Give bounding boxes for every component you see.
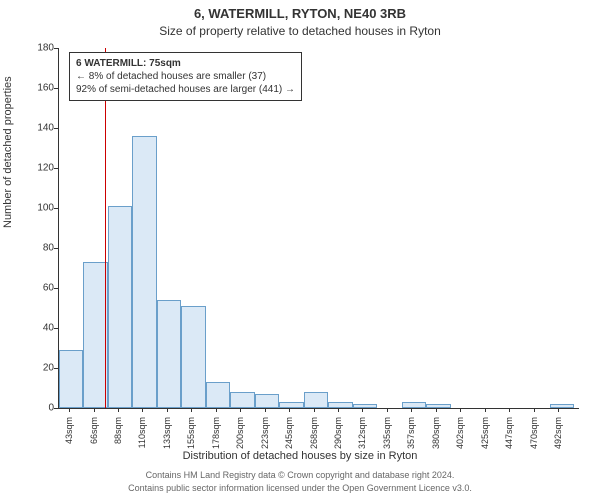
y-tick-label: 100 [37,203,54,214]
chart-title-sub: Size of property relative to detached ho… [0,24,600,38]
histogram-bar [353,404,377,408]
histogram-bar [426,404,451,408]
y-tick-label: 160 [37,83,54,94]
histogram-bar [108,206,132,408]
x-axis-label: Distribution of detached houses by size … [0,450,600,462]
y-tick-label: 0 [48,403,54,414]
histogram-bar [230,392,255,408]
y-tick-label: 140 [37,123,54,134]
histogram-bar [255,394,279,408]
y-tick-label: 40 [43,323,54,334]
annotation-box: 6 WATERMILL: 75sqm ← 8% of detached hous… [69,52,302,101]
chart-title-main: 6, WATERMILL, RYTON, NE40 3RB [0,6,600,21]
annotation-line2: ← 8% of detached houses are smaller (37) [76,70,295,83]
histogram-bar [132,136,157,408]
y-tick-label: 20 [43,363,54,374]
footer-line2: Contains public sector information licen… [0,483,600,493]
chart-container: 6, WATERMILL, RYTON, NE40 3RB Size of pr… [0,0,600,500]
y-tick-label: 120 [37,163,54,174]
y-tick-label: 60 [43,283,54,294]
y-tick-label: 180 [37,43,54,54]
histogram-bar [206,382,230,408]
y-axis-label: Number of detached properties [2,76,14,228]
reference-line [105,48,106,408]
footer-line1: Contains HM Land Registry data © Crown c… [0,470,600,480]
histogram-bar [304,392,328,408]
histogram-bar [157,300,181,408]
histogram-bar [59,350,83,408]
histogram-bar [402,402,426,408]
y-tick-label: 80 [43,243,54,254]
annotation-line3: 92% of semi-detached houses are larger (… [76,83,295,96]
histogram-bar [328,402,353,408]
annotation-line1: 6 WATERMILL: 75sqm [76,57,295,70]
histogram-bar [550,404,574,408]
histogram-bar [181,306,206,408]
histogram-bar [279,402,304,408]
plot-area: 6 WATERMILL: 75sqm ← 8% of detached hous… [58,48,579,409]
